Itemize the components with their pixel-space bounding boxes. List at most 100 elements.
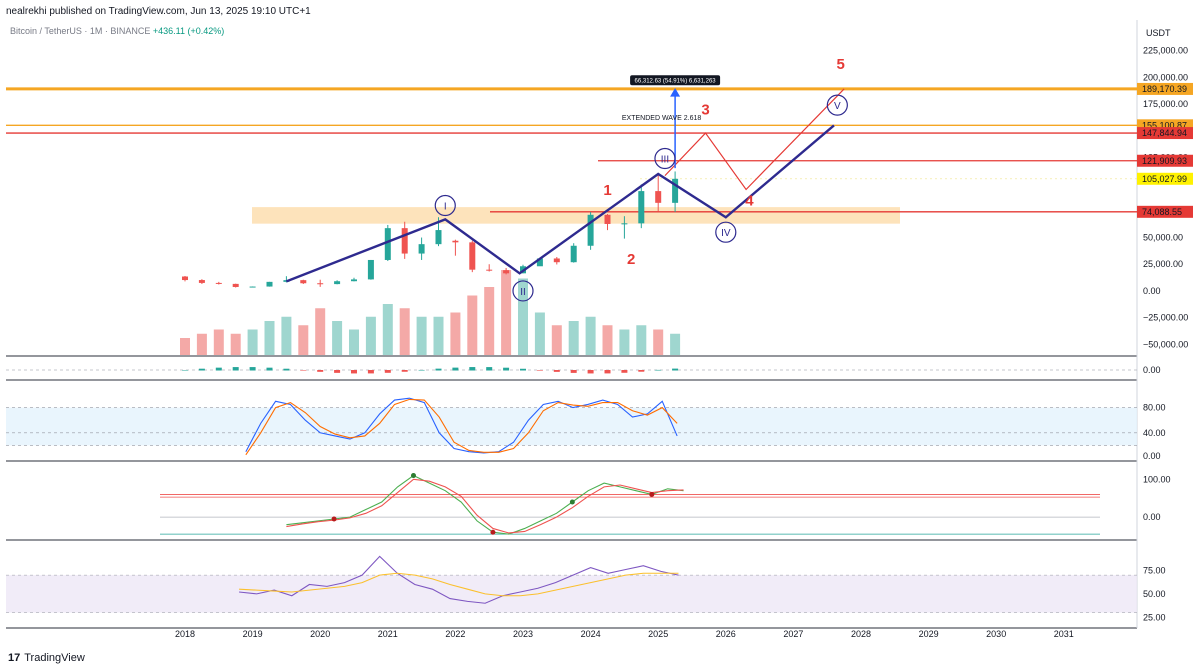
candle-body [536, 258, 543, 267]
price-pane [6, 87, 1137, 355]
candle-body [655, 191, 662, 203]
symbol-info: Bitcoin / TetherUS · 1M · BINANCE +436.1… [10, 26, 224, 36]
volume-bar [551, 325, 562, 355]
time-tick-label: 2019 [243, 629, 263, 639]
price-tick-label: 50,000.00 [1143, 233, 1183, 243]
time-tick-label: 2022 [445, 629, 465, 639]
volume-bar [585, 316, 596, 355]
macd-hist-bar [232, 367, 239, 371]
wt-cross-dot [649, 491, 655, 497]
stoch-rsi-pane: 80.00 40.00 0.00 [6, 397, 1166, 461]
subwave-label: 4 [745, 193, 754, 210]
volume-bar [349, 329, 359, 355]
volume-bar [653, 329, 664, 355]
price-level-label: 189,170.39 [1142, 84, 1187, 94]
macd-pane: 0.00 [6, 365, 1161, 375]
wave-label: II [520, 287, 526, 298]
price-tick-label: 200,000.00 [1143, 72, 1188, 82]
macd-hist-bar [587, 370, 594, 374]
volume-bar [433, 316, 444, 355]
wave-circle [826, 94, 848, 116]
wave-label: IV [721, 228, 731, 239]
time-tick-label: 2030 [986, 629, 1006, 639]
candle-body [317, 283, 324, 285]
time-tick-label: 2024 [581, 629, 601, 639]
projection-path [664, 88, 845, 191]
macd-hist-bar [384, 370, 391, 373]
price-tick-label: −50,000.00 [1143, 339, 1188, 349]
candle-body [351, 279, 357, 282]
price-level-tag [1137, 82, 1193, 95]
stoch-tick-label: 40.00 [1143, 428, 1166, 438]
price-tick-label: 0.00 [1143, 286, 1161, 296]
supply-zone-rect [252, 207, 900, 224]
volume-bar [636, 325, 647, 355]
time-tick-label: 2020 [310, 629, 330, 639]
rsi-line [239, 555, 679, 604]
macd-hist-bar [334, 370, 341, 373]
candle-body [334, 281, 341, 285]
wave-circle [512, 280, 534, 302]
macd-hist-bar [520, 368, 526, 371]
macd-hist-bar [266, 367, 273, 371]
volume-bar [281, 316, 292, 355]
candle-body [553, 258, 560, 263]
volume-bar [484, 287, 495, 355]
candle-body [300, 280, 307, 284]
macd-hist-bar [621, 370, 628, 373]
macd-hist-bar [469, 367, 476, 371]
volume-bar [365, 316, 376, 355]
macd-hist-bar [604, 370, 611, 374]
candle-body [198, 280, 205, 283]
macd-hist-bar [655, 369, 662, 371]
subwave-label: 3 [701, 102, 709, 119]
volume-bar [602, 325, 613, 355]
rsi-tick-label: 50.00 [1143, 589, 1166, 599]
volume-bar [247, 329, 258, 355]
volume-bar [382, 304, 393, 355]
time-tick-label: 2018 [175, 629, 195, 639]
candle-body [266, 281, 273, 287]
candle-body [469, 242, 476, 270]
volume-bar [230, 333, 241, 355]
subwave-label: 5 [837, 56, 845, 73]
candle-body [401, 228, 408, 254]
macd-hist-bar [672, 368, 679, 371]
candle-body [604, 214, 611, 224]
extended-wave-label: EXTENDED WAVE 2.618 [622, 115, 701, 122]
chart-area[interactable]: USDT 225,000.00 200,000.00 175,000.00 1 25,0… [0, 0, 1200, 650]
price-tick-label: 25,000.00 [1143, 259, 1183, 269]
candle-body [232, 283, 239, 287]
time-tick-label: 2028 [851, 629, 871, 639]
volume-bar [534, 312, 545, 355]
macd-hist-bar [418, 369, 425, 371]
wave-circle [654, 147, 676, 170]
volume-bar [196, 333, 207, 355]
price-tick-label: −25,000.00 [1143, 313, 1188, 323]
macd-hist-bar [317, 370, 324, 372]
macd-hist-bar [536, 370, 543, 371]
rsi-tick-label: 25.00 [1143, 612, 1166, 622]
stoch-band [6, 407, 1137, 446]
elliott-wave-path [285, 124, 835, 283]
wt-cross-dot [410, 473, 416, 479]
wt-tick-label: 100.00 [1143, 474, 1171, 484]
currency-label: USDT [1146, 28, 1171, 38]
macd-hist-bar [182, 370, 188, 371]
wt-cross-dot [331, 516, 337, 522]
price-level-label: 105,027.99 [1142, 174, 1187, 184]
wave-circle [715, 221, 737, 243]
rsi-pane: 75.00 50.00 25.00 [6, 555, 1166, 622]
axes-layer: 225,000.00 200,000.00 175,000.00 1 25,000.00… [6, 20, 1188, 639]
time-tick-label: 2023 [513, 629, 533, 639]
price-level-label: 74,088.55 [1142, 207, 1182, 217]
measure-box [630, 75, 721, 86]
volume-bar [298, 325, 309, 355]
volume-bar [568, 321, 579, 355]
candle-body [503, 270, 510, 274]
macd-tick-label: 0.00 [1143, 365, 1161, 375]
volume-bar [467, 295, 478, 355]
tradingview-logo-icon: 17 [8, 652, 21, 664]
wt-cross-dot [490, 529, 496, 535]
wave-label: I [444, 202, 447, 213]
